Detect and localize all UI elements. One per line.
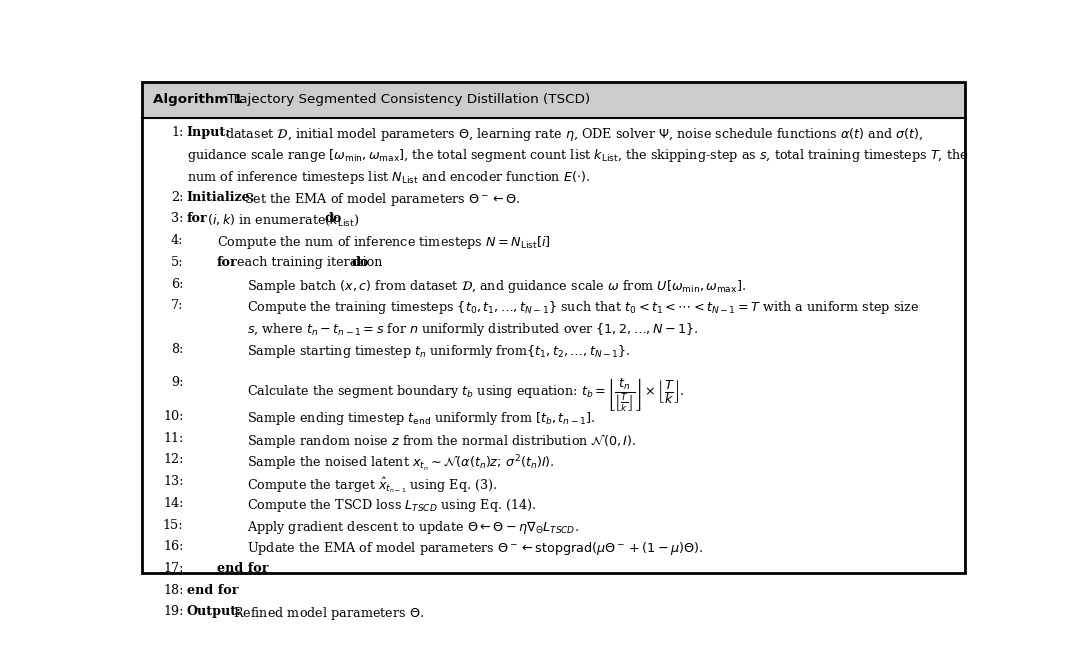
Text: Trajectory Segmented Consistency Distillation (TSCD): Trajectory Segmented Consistency Distill… bbox=[222, 93, 590, 106]
Text: Refined model parameters $\Theta$.: Refined model parameters $\Theta$. bbox=[229, 605, 424, 622]
Text: for: for bbox=[217, 256, 238, 269]
Text: 4:: 4: bbox=[171, 234, 184, 247]
Text: 17:: 17: bbox=[163, 562, 184, 575]
Text: Input:: Input: bbox=[187, 126, 231, 139]
Text: end for: end for bbox=[187, 584, 239, 597]
Text: Compute the TSCD loss $L_{TSCD}$ using Eq. (14).: Compute the TSCD loss $L_{TSCD}$ using E… bbox=[247, 497, 537, 514]
Text: Sample random noise $z$ from the normal distribution $\mathcal{N}(0, I)$.: Sample random noise $z$ from the normal … bbox=[247, 432, 636, 450]
Text: end for: end for bbox=[217, 562, 269, 575]
Text: Sample ending timestep $t_{\mathrm{end}}$ uniformly from $[t_b, t_{n-1}]$.: Sample ending timestep $t_{\mathrm{end}}… bbox=[247, 410, 595, 427]
Text: 16:: 16: bbox=[163, 540, 184, 553]
Text: do: do bbox=[325, 213, 342, 226]
Text: guidance scale range $[\omega_{\min}, \omega_{\max}]$, the total segment count l: guidance scale range $[\omega_{\min}, \o… bbox=[187, 147, 968, 165]
Text: 7:: 7: bbox=[171, 299, 184, 312]
Text: Algorithm 1: Algorithm 1 bbox=[153, 93, 243, 106]
Text: Compute the num of inference timesteps $N = N_{\mathrm{List}}[i]$: Compute the num of inference timesteps $… bbox=[217, 234, 551, 251]
Text: 10:: 10: bbox=[163, 410, 184, 423]
Text: each training iteration: each training iteration bbox=[233, 256, 387, 269]
Text: 13:: 13: bbox=[163, 475, 184, 488]
Text: 11:: 11: bbox=[163, 432, 184, 445]
Bar bbox=[141, 82, 966, 118]
Text: 8:: 8: bbox=[171, 343, 184, 356]
Text: 15:: 15: bbox=[163, 518, 184, 531]
Text: Sample batch $(x, c)$ from dataset $\mathcal{D}$, and guidance scale $\omega$ fr: Sample batch $(x, c)$ from dataset $\mat… bbox=[247, 277, 746, 295]
Text: Compute the training timesteps $\{t_0, t_1, \ldots, t_{N-1}\}$ such that $t_0 < : Compute the training timesteps $\{t_0, t… bbox=[247, 299, 919, 316]
Text: 9:: 9: bbox=[171, 376, 184, 389]
Text: Sample starting timestep $t_n$ uniformly from$\{t_1, t_2, \ldots, t_{N-1}\}$.: Sample starting timestep $t_n$ uniformly… bbox=[247, 343, 631, 360]
Text: for: for bbox=[187, 213, 207, 226]
Text: Sample the noised latent $x_{t_n} \sim \mathcal{N}(\alpha(t_n)z;\, \sigma^2(t_n): Sample the noised latent $x_{t_n} \sim \… bbox=[247, 454, 555, 474]
Text: 12:: 12: bbox=[163, 454, 184, 467]
Text: 6:: 6: bbox=[171, 277, 184, 290]
Text: 18:: 18: bbox=[163, 584, 184, 597]
Text: 2:: 2: bbox=[171, 191, 184, 203]
Text: $(i, k)$ in enumerate($k_{\mathrm{List}}$): $(i, k)$ in enumerate($k_{\mathrm{List}}… bbox=[203, 213, 360, 227]
Text: Initialize:: Initialize: bbox=[187, 191, 255, 203]
Text: Set the EMA of model parameters $\Theta^- \leftarrow \Theta$.: Set the EMA of model parameters $\Theta^… bbox=[240, 191, 521, 208]
Text: $s$, where $t_n - t_{n-1} = s$ for $n$ uniformly distributed over $\{1, 2, \ldot: $s$, where $t_n - t_{n-1} = s$ for $n$ u… bbox=[247, 321, 699, 338]
Text: 19:: 19: bbox=[163, 605, 184, 618]
Text: Compute the target $\hat{x}_{t_{n-1}}$ using Eq. (3).: Compute the target $\hat{x}_{t_{n-1}}$ u… bbox=[247, 475, 498, 495]
Text: dataset $\mathcal{D}$, initial model parameters $\Theta$, learning rate $\eta$, : dataset $\mathcal{D}$, initial model par… bbox=[221, 126, 923, 143]
Text: 14:: 14: bbox=[163, 497, 184, 510]
Text: 5:: 5: bbox=[171, 256, 184, 269]
Text: Update the EMA of model parameters $\Theta^- \leftarrow \mathrm{stopgrad}(\mu\Th: Update the EMA of model parameters $\The… bbox=[247, 540, 703, 557]
Text: Apply gradient descent to update $\Theta \leftarrow \Theta - \eta\nabla_{\Theta}: Apply gradient descent to update $\Theta… bbox=[247, 518, 579, 535]
Text: Calculate the segment boundary $t_b$ using equation: $t_b = \left\lfloor \dfrac{: Calculate the segment boundary $t_b$ usi… bbox=[247, 376, 685, 413]
Text: Output:: Output: bbox=[187, 605, 242, 618]
Text: num of inference timesteps list $N_{\mathrm{List}}$ and encoder function $E(\cdo: num of inference timesteps list $N_{\mat… bbox=[187, 169, 590, 186]
Text: 1:: 1: bbox=[171, 126, 184, 139]
Text: do: do bbox=[352, 256, 369, 269]
Text: 3:: 3: bbox=[171, 213, 184, 226]
